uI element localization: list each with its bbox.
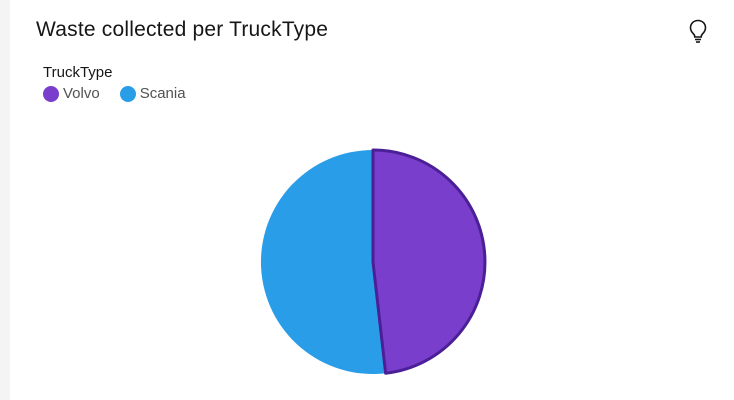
pie-slice-scania[interactable] xyxy=(260,150,386,374)
legend-swatch-scania xyxy=(119,85,136,102)
legend-title: TruckType xyxy=(43,64,113,81)
insight-button[interactable] xyxy=(684,16,712,46)
lightbulb-icon xyxy=(689,19,707,43)
pie-slice-volvo[interactable] xyxy=(371,148,487,375)
legend: TruckType Volvo Scania xyxy=(43,64,206,102)
legend-label-volvo: Volvo xyxy=(63,85,100,102)
legend-label-scania: Scania xyxy=(139,85,186,102)
legend-item-volvo[interactable]: Volvo xyxy=(43,85,100,102)
chart-title: Waste collected per TruckType xyxy=(36,18,329,41)
legend-swatch-volvo xyxy=(43,85,59,102)
legend-item-scania[interactable]: Scania xyxy=(119,85,186,102)
